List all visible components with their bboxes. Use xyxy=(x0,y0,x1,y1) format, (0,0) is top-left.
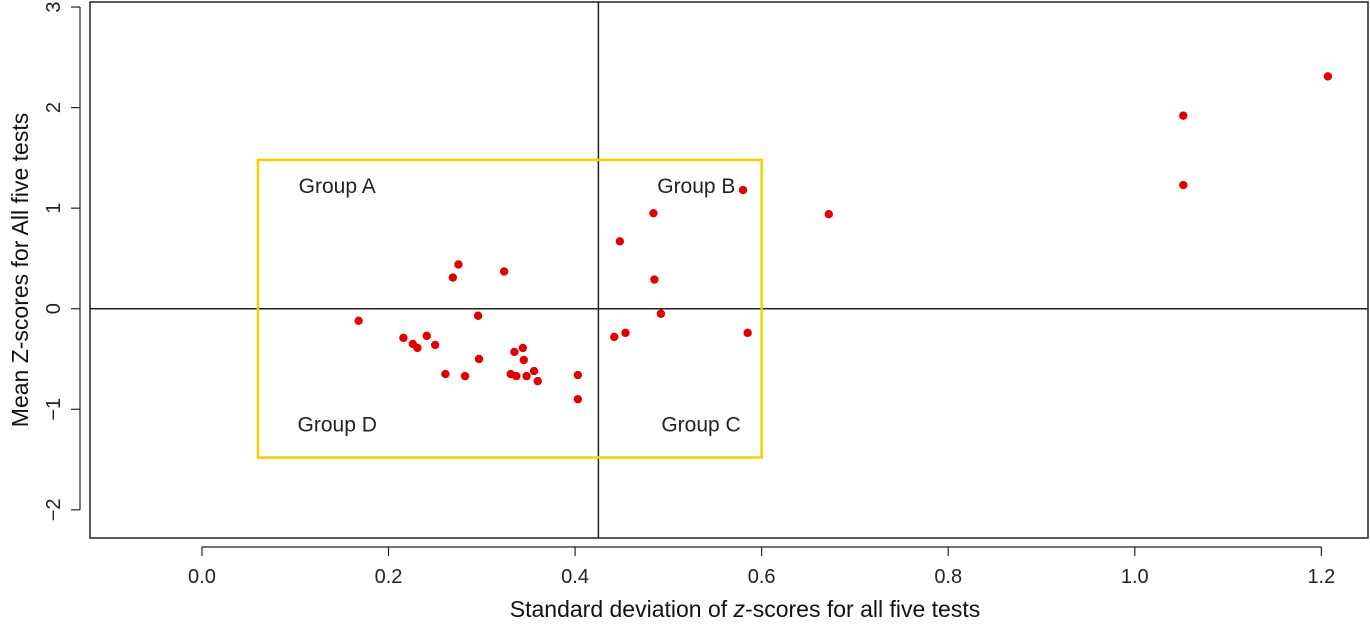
data-point xyxy=(519,355,528,365)
group-label-group-a: Group A xyxy=(299,175,376,198)
plot-frame xyxy=(89,1,1369,539)
group-box xyxy=(256,158,763,459)
data-point xyxy=(413,343,422,353)
data-point xyxy=(1323,72,1333,81)
data-point xyxy=(448,273,458,282)
data-points xyxy=(354,72,1333,404)
group-label-group-b: Group B xyxy=(657,175,735,198)
data-point xyxy=(441,369,450,379)
y-tick-label: 0 xyxy=(43,303,65,314)
data-point xyxy=(650,275,659,284)
x-tick-label: 0.0 xyxy=(188,566,216,588)
y-tick-label: −2 xyxy=(43,498,65,521)
data-point xyxy=(824,209,834,219)
group-labels: Group A Group B Group C Group D xyxy=(298,175,741,436)
data-point xyxy=(512,371,521,381)
x-axis-title-part: -scores for all five tests xyxy=(745,596,980,622)
data-point xyxy=(473,311,483,320)
data-point xyxy=(649,208,658,218)
data-point xyxy=(399,333,408,343)
data-point xyxy=(738,185,748,195)
y-tick-label: −1 xyxy=(43,398,65,421)
plot-background xyxy=(90,2,1368,538)
x-tick-label: 0.4 xyxy=(561,566,589,588)
group-label-group-c: Group C xyxy=(661,413,740,436)
x-axis-title: Standard deviation of z-scores for all f… xyxy=(510,596,980,622)
group-label-group-d: Group D xyxy=(298,413,377,436)
reference-lines xyxy=(90,2,1368,538)
x-tick-label: 0.2 xyxy=(375,566,403,588)
data-point xyxy=(460,371,470,381)
data-point xyxy=(656,309,666,318)
data-point xyxy=(354,316,363,325)
y-tick-label: 1 xyxy=(43,203,65,214)
data-point xyxy=(615,237,625,246)
data-point xyxy=(499,267,509,276)
data-point xyxy=(522,371,531,381)
data-point xyxy=(529,366,539,376)
x-axis-title-part: z xyxy=(733,596,746,622)
data-point xyxy=(573,395,583,404)
data-point xyxy=(1179,180,1188,190)
y-axis: −2 −1 0 1 2 3 xyxy=(43,1,81,521)
data-point xyxy=(573,370,583,380)
group-box-layer xyxy=(256,158,763,459)
data-point xyxy=(510,347,519,357)
y-tick-label: 2 xyxy=(43,102,65,113)
data-point xyxy=(518,343,528,353)
x-axis: 0.0 0.2 0.4 0.6 0.8 1.0 1.2 xyxy=(188,546,1335,588)
x-tick-label: 1.0 xyxy=(1121,566,1149,588)
x-tick-label: 1.2 xyxy=(1307,566,1335,588)
x-tick-label: 0.8 xyxy=(934,566,962,588)
data-point xyxy=(454,260,463,269)
data-point xyxy=(1179,111,1188,120)
x-axis-title-part: Standard deviation of xyxy=(510,596,734,622)
data-point xyxy=(533,376,542,386)
data-point xyxy=(743,328,752,338)
x-tick-label: 0.6 xyxy=(748,566,776,588)
data-point xyxy=(621,328,630,338)
y-axis-title: Mean Z-scores for All five tests xyxy=(7,113,33,427)
data-point xyxy=(430,340,440,350)
y-tick-label: 3 xyxy=(43,1,65,12)
data-point xyxy=(610,332,619,342)
data-point xyxy=(422,331,431,341)
data-point xyxy=(474,354,484,364)
